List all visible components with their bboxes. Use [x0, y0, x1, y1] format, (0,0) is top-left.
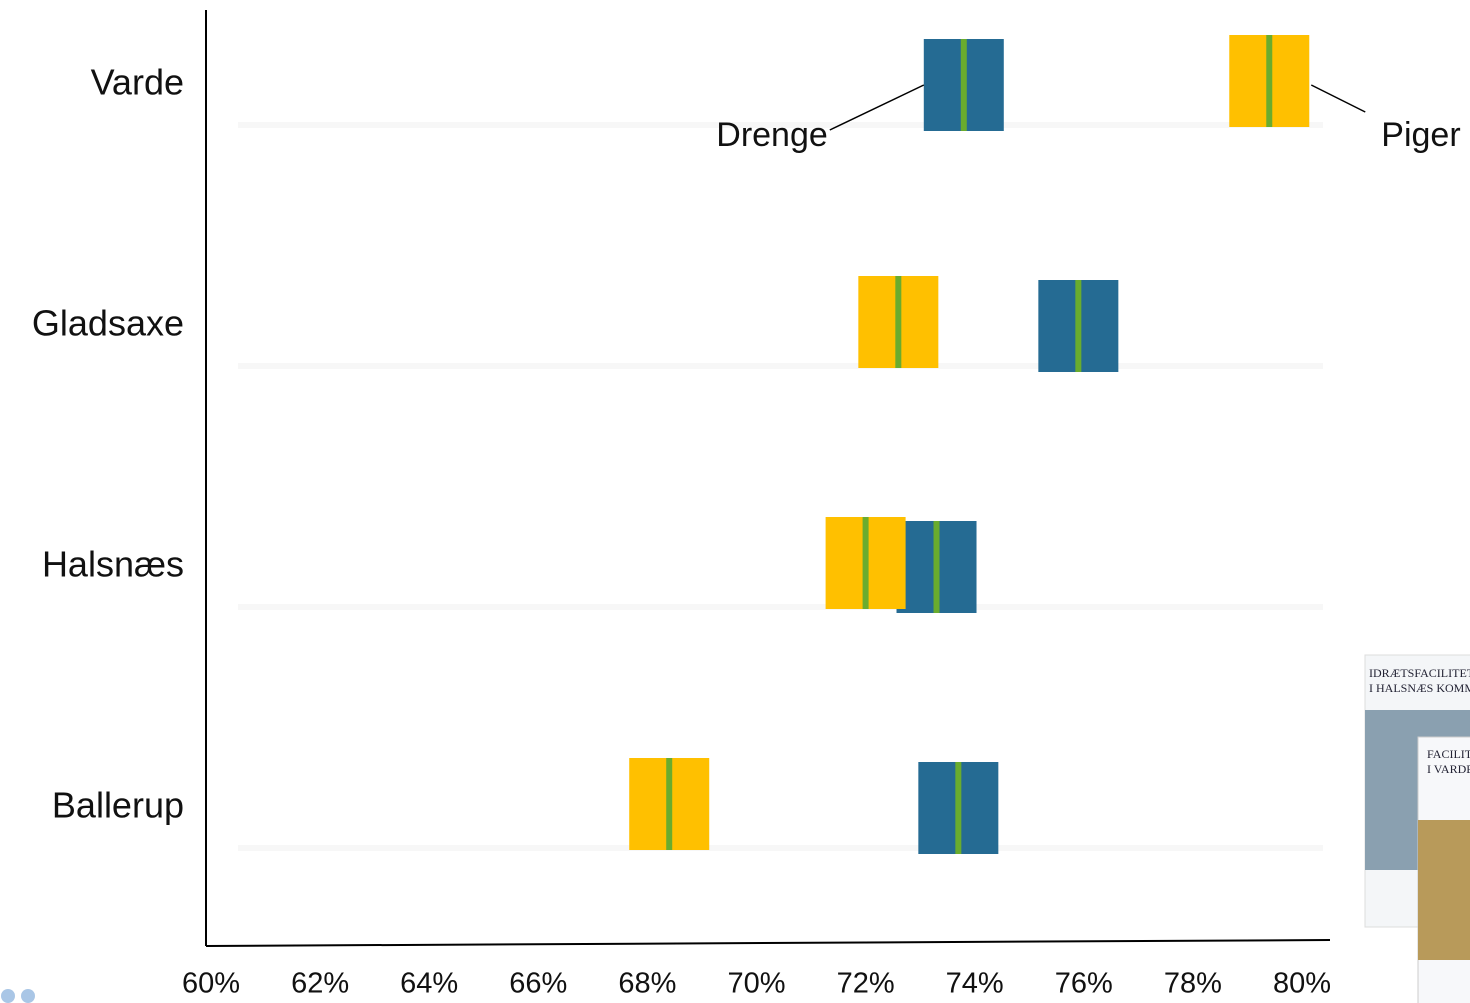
category-label: Halsnæs [42, 544, 184, 585]
slide: IDRÆTSFACILITET I HALSNÆS KOMM FACILIT I… [1, 10, 1470, 1003]
thumbnail-subtitle: I VARDE [1427, 762, 1470, 776]
x-tick-label: 78% [1164, 968, 1222, 1000]
leader-line [1310, 84, 1366, 113]
thumbnail: IDRÆTSFACILITET I HALSNÆS KOMM FACILIT I… [1364, 654, 1470, 1003]
x-tick-label: 60% [182, 968, 240, 1000]
x-tick-label: 64% [400, 968, 458, 1000]
row-band [238, 604, 1323, 610]
x-tick-label: 70% [727, 968, 785, 1000]
decor-dot [1, 989, 15, 1003]
thumbnail-title: IDRÆTSFACILITET [1369, 666, 1470, 680]
category-label: Varde [91, 62, 184, 103]
category-label: Ballerup [52, 785, 184, 826]
decor-dot [21, 989, 35, 1003]
row-band [238, 122, 1323, 128]
row-band [238, 845, 1323, 851]
series-annotation: Piger [1381, 116, 1460, 154]
x-tick-label: 62% [291, 968, 349, 1000]
category-label: Gladsaxe [32, 303, 184, 344]
x-tick-label: 76% [1055, 968, 1113, 1000]
x-tick-label: 68% [618, 968, 676, 1000]
x-tick-label: 66% [509, 968, 567, 1000]
series-annotation: Drenge [716, 116, 828, 154]
row-band [238, 363, 1323, 369]
x-tick-label: 80% [1273, 968, 1331, 1000]
x-axis [205, 939, 1331, 947]
leader-line [829, 84, 925, 131]
x-tick-label: 74% [946, 968, 1004, 1000]
x-tick-label: 72% [837, 968, 895, 1000]
thumbnail-photo [1418, 820, 1470, 960]
thumbnail-title: FACILIT [1427, 747, 1470, 761]
thumbnail-subtitle: I HALSNÆS KOMM [1369, 681, 1470, 695]
